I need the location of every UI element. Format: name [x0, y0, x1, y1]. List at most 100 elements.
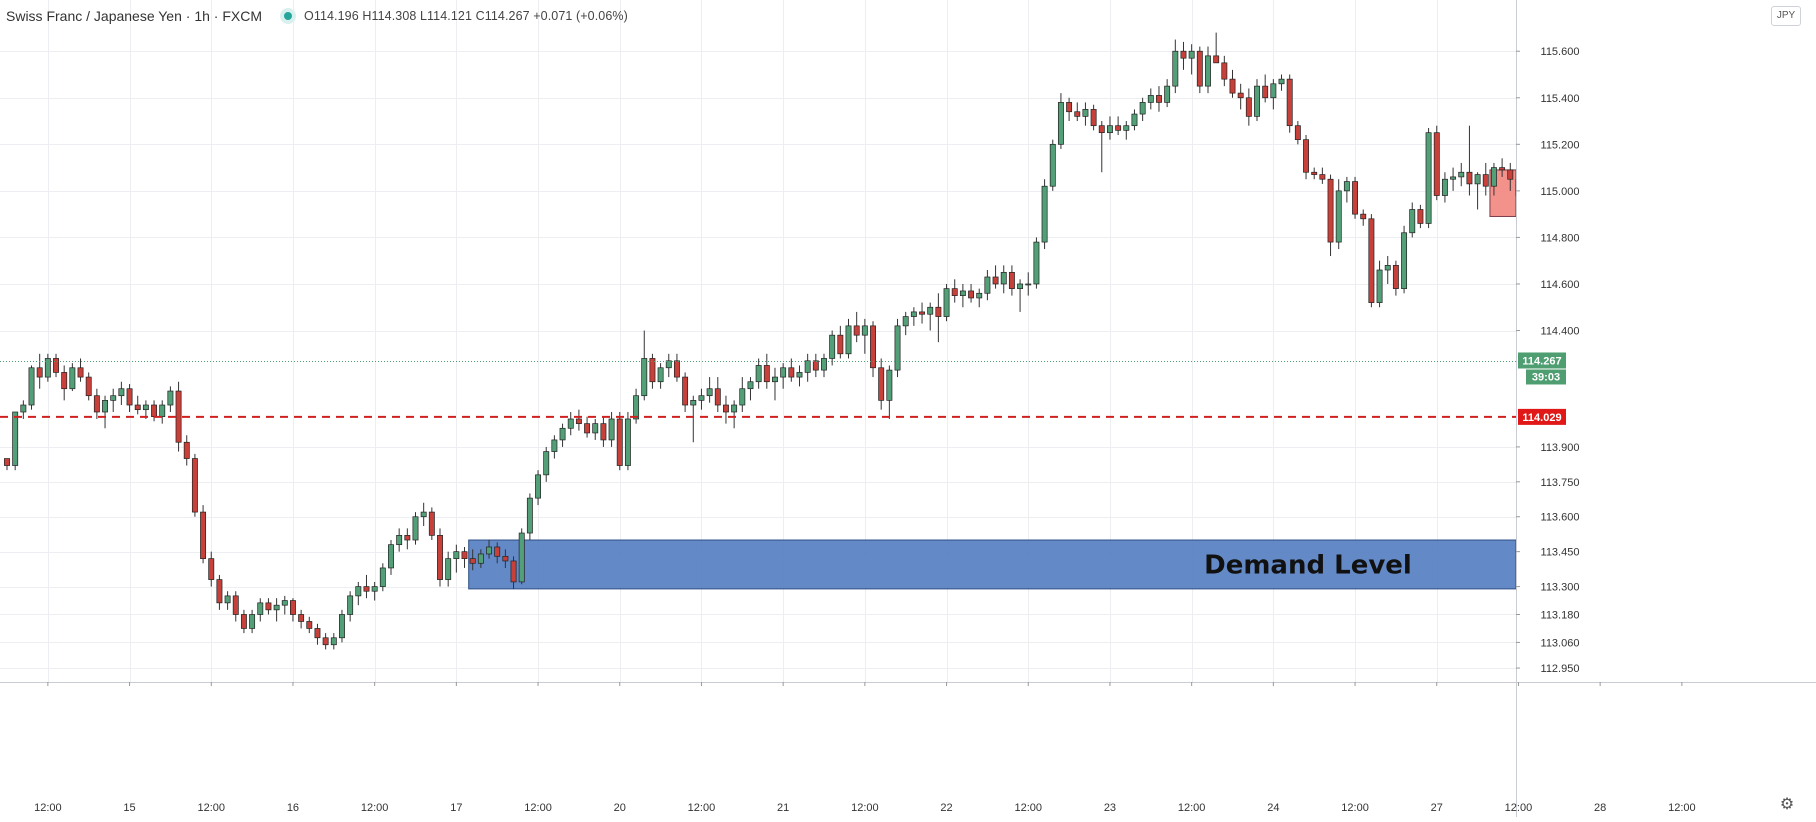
x-tick-label: 15 — [123, 802, 135, 814]
candle — [690, 395, 697, 443]
candle — [706, 377, 713, 403]
candle-body-up — [804, 360, 811, 373]
x-tick-label: 21 — [777, 802, 789, 814]
chart-legend-header: Swiss Franc / Japanese Yen · 1h · FXCM O… — [6, 8, 628, 24]
candle — [61, 365, 68, 401]
candle-body-up — [910, 311, 917, 317]
y-tick-label: 112.950 — [1541, 663, 1580, 675]
candle-body-down — [1294, 125, 1301, 141]
x-tick-label: 16 — [287, 802, 299, 814]
candle — [1384, 256, 1391, 284]
candle-body-up — [110, 395, 117, 401]
x-tick-label: 20 — [614, 802, 626, 814]
candle — [93, 388, 100, 419]
candle — [1335, 179, 1342, 250]
candle — [1319, 167, 1326, 184]
candle — [281, 595, 288, 615]
candle-body-down — [1229, 78, 1236, 94]
candle-body-up — [20, 404, 27, 413]
candle-body-up — [453, 551, 460, 559]
candle — [126, 384, 133, 412]
candle — [339, 609, 345, 643]
candle — [1180, 41, 1187, 70]
candle-body-down — [1352, 181, 1358, 215]
candle-body-up — [44, 358, 51, 378]
candle — [167, 386, 174, 412]
candle-body-down — [714, 388, 721, 406]
candle-body-down — [878, 367, 885, 401]
x-tick-label: 27 — [1431, 802, 1443, 814]
candle-body-down — [1245, 97, 1252, 117]
candle — [837, 325, 844, 359]
candle — [984, 270, 991, 301]
y-tick-label: 115.600 — [1541, 46, 1580, 58]
candle — [265, 598, 272, 615]
candle — [861, 318, 868, 354]
candle — [731, 400, 738, 429]
candle — [1466, 125, 1473, 196]
candle-body-up — [486, 546, 492, 555]
candle-body-up — [821, 358, 827, 371]
candle — [518, 528, 525, 585]
candle — [1425, 128, 1432, 229]
candle-body-down — [1180, 50, 1187, 59]
candle — [151, 400, 158, 422]
candle-body-up — [984, 276, 991, 294]
candle-body-up — [1254, 85, 1260, 117]
candle-body-up — [641, 358, 648, 397]
candle-body-down — [428, 511, 435, 536]
candle-body-up — [959, 290, 966, 296]
candle — [927, 302, 934, 331]
candle — [968, 283, 975, 303]
candle-body-down — [1499, 167, 1506, 171]
candle — [1090, 104, 1097, 131]
symbol-title[interactable]: Swiss Franc / Japanese Yen · 1h · FXCM — [6, 8, 262, 24]
candle — [20, 400, 27, 419]
candle-body-down — [290, 600, 296, 615]
candle-body-up — [1172, 50, 1179, 87]
candle-body-up — [1188, 50, 1195, 59]
candle — [396, 528, 403, 552]
candle-body-up — [281, 600, 288, 606]
currency-button[interactable]: JPY — [1771, 6, 1801, 26]
market-status-dot-icon — [284, 12, 292, 20]
candle-body-up — [567, 418, 574, 429]
candle-body-down — [494, 546, 501, 557]
candle — [1262, 74, 1269, 103]
candle — [853, 311, 860, 343]
candle — [363, 574, 370, 599]
x-tick-label: 23 — [1104, 802, 1116, 814]
candle — [1368, 214, 1375, 308]
candle — [175, 381, 182, 452]
candle — [44, 353, 51, 382]
last-price-label: 114.267 — [1522, 355, 1561, 367]
candle-body-down — [1221, 62, 1228, 80]
candle — [1433, 125, 1440, 201]
candle — [698, 388, 705, 410]
support-price-badge — [1518, 408, 1566, 425]
candle — [1417, 204, 1424, 229]
candle-body-down — [575, 418, 582, 424]
candle — [1352, 176, 1358, 219]
candle-body-up — [69, 367, 76, 390]
gear-icon[interactable]: ⚙ — [1779, 796, 1795, 813]
candle-body-down — [265, 602, 272, 611]
candle — [469, 549, 476, 571]
candle-body-up — [943, 288, 950, 317]
candle — [298, 609, 305, 629]
candle — [412, 512, 419, 545]
candle — [355, 581, 362, 606]
candle — [919, 302, 925, 324]
candle-body-up — [1082, 109, 1089, 117]
candle — [804, 353, 811, 382]
candle-body-down — [306, 621, 313, 629]
candle-body-up — [657, 367, 664, 383]
candle — [1311, 167, 1318, 180]
candle-body-down — [584, 423, 591, 434]
candle-body-up — [1049, 143, 1056, 187]
candle — [812, 353, 819, 378]
candle-body-up — [633, 395, 640, 420]
candle — [142, 400, 149, 419]
